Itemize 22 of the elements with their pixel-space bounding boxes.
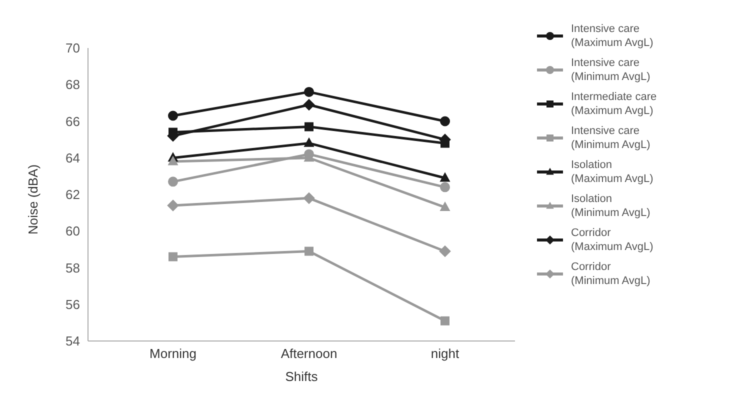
legend-label: Intermediate care (Maximum AvgL): [571, 90, 657, 118]
y-tick-label: 66: [66, 114, 80, 129]
legend-label: Intensive care (Minimum AvgL): [571, 124, 650, 152]
legend-label: Isolation (Maximum AvgL): [571, 158, 654, 186]
legend-label: Isolation (Minimum AvgL): [571, 192, 650, 220]
y-tick-label: 64: [66, 150, 80, 166]
legend-label: Intensive care (Maximum AvgL): [571, 22, 654, 50]
y-axis-title: Noise (dBA): [26, 164, 41, 234]
y-tick-label: 58: [66, 260, 80, 276]
x-tick-label: night: [430, 346, 460, 362]
y-tick-label: 68: [66, 77, 80, 92]
y-tick-label: 70: [66, 40, 80, 56]
legend-label: Intensive care (Minimum AvgL): [571, 56, 650, 84]
y-tick-label: 62: [66, 187, 80, 202]
legend-label: Corridor (Maximum AvgL): [571, 226, 654, 254]
x-tick-label: Afternoon: [280, 346, 338, 362]
y-tick-label: 54: [66, 334, 80, 349]
y-tick-label: 60: [66, 224, 80, 239]
legend-label: Corridor (Minimum AvgL): [571, 260, 650, 288]
y-tick-label: 56: [66, 296, 80, 312]
x-axis-title: Shifts: [285, 369, 318, 384]
x-tick-label: Morning: [150, 346, 196, 362]
